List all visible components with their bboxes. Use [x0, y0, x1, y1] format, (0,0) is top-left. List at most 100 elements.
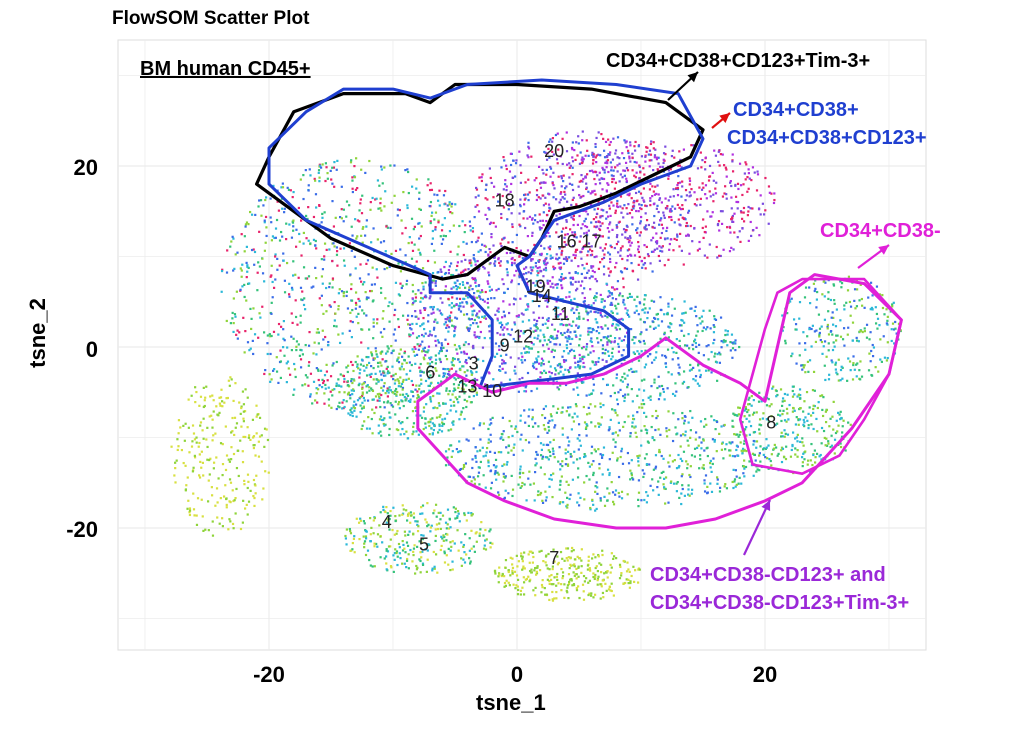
- data-point: [550, 350, 553, 353]
- data-point: [389, 402, 392, 405]
- data-point: [454, 378, 457, 381]
- data-point: [635, 305, 638, 308]
- data-point: [450, 205, 453, 208]
- data-point: [708, 190, 711, 193]
- data-point: [307, 344, 311, 347]
- data-point: [587, 269, 590, 272]
- data-point: [489, 440, 492, 443]
- data-point: [751, 413, 755, 416]
- data-point: [315, 353, 318, 356]
- data-point: [849, 305, 853, 308]
- data-point: [294, 299, 297, 302]
- data-point: [518, 203, 522, 207]
- data-point: [548, 248, 551, 251]
- data-point: [458, 440, 461, 443]
- data-point: [570, 428, 573, 431]
- data-point: [325, 363, 328, 366]
- data-point: [450, 287, 453, 290]
- data-point: [464, 258, 467, 261]
- data-point: [638, 388, 641, 391]
- data-point: [615, 328, 618, 331]
- data-point: [574, 361, 577, 364]
- data-point: [665, 229, 668, 233]
- data-point: [249, 210, 252, 214]
- data-point: [541, 194, 544, 197]
- data-point: [422, 285, 425, 288]
- data-point: [395, 393, 398, 396]
- data-point: [304, 277, 307, 280]
- data-point: [566, 200, 569, 203]
- data-point: [566, 496, 569, 499]
- data-point: [243, 250, 246, 253]
- data-point: [470, 240, 473, 244]
- data-point: [448, 203, 451, 206]
- data-point: [326, 379, 329, 382]
- data-point: [434, 367, 437, 370]
- data-point: [533, 219, 537, 222]
- data-point: [612, 318, 615, 322]
- data-point: [790, 297, 793, 300]
- data-point: [502, 438, 505, 441]
- data-point: [294, 245, 298, 248]
- data-point: [565, 219, 568, 222]
- data-point: [487, 461, 490, 464]
- data-point: [791, 352, 794, 355]
- data-point: [520, 358, 523, 362]
- data-point: [744, 465, 748, 469]
- data-point: [703, 490, 707, 493]
- data-point: [537, 271, 540, 274]
- data-point: [758, 432, 761, 435]
- data-point: [613, 391, 616, 395]
- data-point: [791, 389, 794, 393]
- data-point: [393, 164, 396, 167]
- data-point: [370, 283, 374, 286]
- data-point: [512, 303, 515, 306]
- data-point: [433, 261, 437, 264]
- data-point: [528, 215, 532, 218]
- data-point: [715, 476, 719, 479]
- data-point: [401, 263, 404, 266]
- data-point: [594, 142, 597, 146]
- data-point: [505, 188, 508, 192]
- data-point: [743, 459, 746, 462]
- data-point: [700, 315, 703, 318]
- data-point: [453, 404, 456, 407]
- data-point: [590, 421, 593, 424]
- data-point: [657, 324, 660, 327]
- data-point: [318, 384, 321, 387]
- data-point: [666, 204, 669, 208]
- data-point: [350, 299, 354, 302]
- data-point: [253, 263, 256, 266]
- data-point: [879, 358, 882, 361]
- data-point: [687, 493, 690, 496]
- data-point: [444, 402, 447, 405]
- data-point: [861, 330, 864, 334]
- data-point: [365, 391, 369, 394]
- data-point: [618, 429, 621, 432]
- data-point: [731, 214, 734, 218]
- data-point: [592, 152, 595, 156]
- data-point: [521, 449, 524, 452]
- data-point: [687, 332, 690, 336]
- data-point: [684, 199, 687, 202]
- data-point: [659, 308, 662, 312]
- data-point: [616, 457, 619, 460]
- data-point: [566, 463, 570, 466]
- data-point: [506, 218, 509, 221]
- data-point: [370, 351, 373, 354]
- data-point: [436, 392, 439, 395]
- data-point: [578, 353, 581, 357]
- data-point: [399, 422, 402, 425]
- data-point: [588, 478, 591, 481]
- data-point: [713, 338, 716, 342]
- data-point: [659, 296, 662, 299]
- data-point: [386, 389, 389, 393]
- data-point: [321, 385, 324, 389]
- data-point: [748, 433, 751, 436]
- data-point: [534, 261, 537, 265]
- data-point: [507, 492, 510, 495]
- data-point: [713, 317, 716, 321]
- data-point: [442, 194, 446, 197]
- data-point: [536, 270, 539, 273]
- data-point: [549, 167, 553, 170]
